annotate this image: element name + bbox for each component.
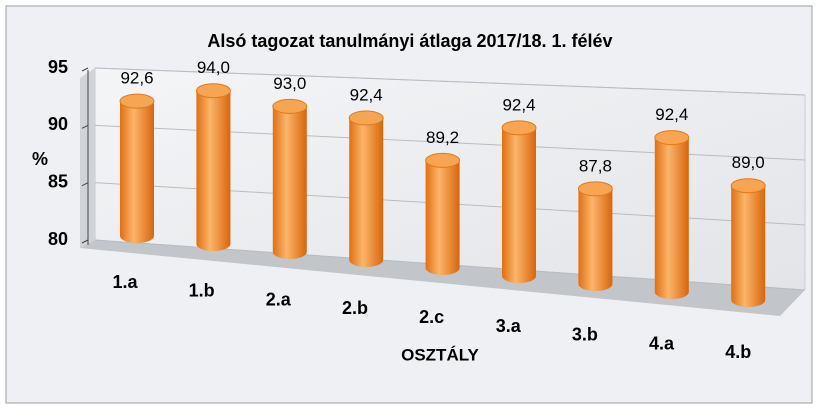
bar-top xyxy=(654,130,690,146)
value-label: 94,0 xyxy=(197,58,230,77)
value-label: 89,2 xyxy=(426,128,459,147)
bar xyxy=(425,160,460,276)
y-axis-label: % xyxy=(32,149,48,169)
value-label: 92,6 xyxy=(120,69,153,88)
x-tick-label: 4.b xyxy=(725,342,751,362)
tick-mark xyxy=(81,124,89,129)
x-tick-label: 3.a xyxy=(496,316,522,336)
x-tick-label: 2.a xyxy=(266,289,292,309)
bar xyxy=(196,90,231,251)
bar xyxy=(272,106,307,260)
y-tick-label: 90 xyxy=(48,114,68,134)
value-label: 89,0 xyxy=(732,153,765,172)
bar-top xyxy=(730,178,766,194)
tick-mark xyxy=(81,67,89,72)
value-label: 92,4 xyxy=(655,105,688,124)
bar-top xyxy=(272,98,308,114)
bar-top xyxy=(577,181,613,197)
grid-line xyxy=(94,67,806,96)
value-label: 93,0 xyxy=(273,74,306,93)
bar xyxy=(349,118,384,268)
bar-top xyxy=(501,120,537,136)
bar-top xyxy=(119,93,155,109)
y-tick-label: 80 xyxy=(48,229,68,249)
x-tick-label: 2.c xyxy=(419,307,444,327)
value-label: 92,4 xyxy=(350,86,383,105)
bar xyxy=(654,137,689,299)
value-label: 92,4 xyxy=(502,95,535,114)
chart-title: Alsó tagozat tanulmányi átlaga 2017/18. … xyxy=(207,31,612,51)
bar xyxy=(578,188,613,291)
x-tick-label: 1.a xyxy=(112,272,138,292)
bar-top xyxy=(348,110,384,126)
y-tick-label: 85 xyxy=(48,171,68,191)
floor xyxy=(80,240,805,316)
bar xyxy=(731,185,766,307)
bar-top xyxy=(195,83,231,99)
x-tick-label: 4.a xyxy=(649,333,675,353)
bar-top xyxy=(425,152,461,168)
y-tick-label: 95 xyxy=(48,57,68,77)
x-axis-label: OSZTÁLY xyxy=(401,345,479,364)
x-tick-label: 3.b xyxy=(572,325,598,345)
x-tick-label: 2.b xyxy=(342,298,368,318)
value-label: 87,8 xyxy=(579,156,612,175)
x-tick-label: 1.b xyxy=(189,281,215,301)
tick-mark xyxy=(81,182,89,187)
bar xyxy=(120,101,154,244)
bar xyxy=(502,127,536,283)
tick-mark xyxy=(81,239,89,244)
